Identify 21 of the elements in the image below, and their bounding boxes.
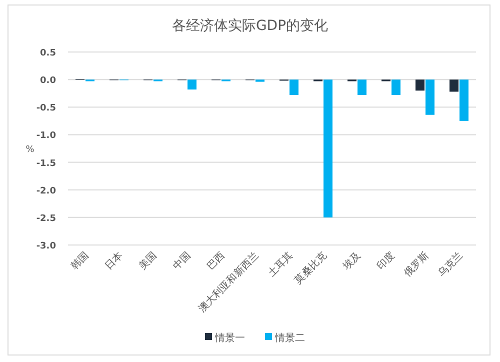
x-tick-label: 印度 <box>374 250 398 272</box>
x-tick-label: 中国 <box>170 250 194 272</box>
y-tick-label: -1.5 <box>36 158 56 169</box>
x-tick-label: 巴西 <box>205 250 228 272</box>
legend-label: 情景二 <box>274 332 305 344</box>
chart-title: 各经济体实际GDP的变化 <box>172 18 328 34</box>
y-tick-label: -0.5 <box>36 104 56 114</box>
y-tick-label: 0.5 <box>40 48 56 58</box>
y-tick-label: -2.5 <box>36 214 56 224</box>
y-tick-label: -1.0 <box>36 131 56 142</box>
y-tick-label: -2.0 <box>36 186 56 196</box>
x-tick-label: 日本 <box>102 250 126 272</box>
y-axis-title: % <box>26 145 35 155</box>
y-tick-label: -3.0 <box>36 242 56 252</box>
x-tick-label: 乌克兰 <box>435 250 466 280</box>
x-tick-label: 美国 <box>136 250 160 272</box>
y-tick-label: 0.0 <box>40 76 56 86</box>
x-tick-label: 俄罗斯 <box>401 250 432 280</box>
legend-label: 情景一 <box>214 332 245 344</box>
x-tick-label: 埃及 <box>340 250 364 273</box>
x-tick-label: 韩国 <box>68 250 92 272</box>
